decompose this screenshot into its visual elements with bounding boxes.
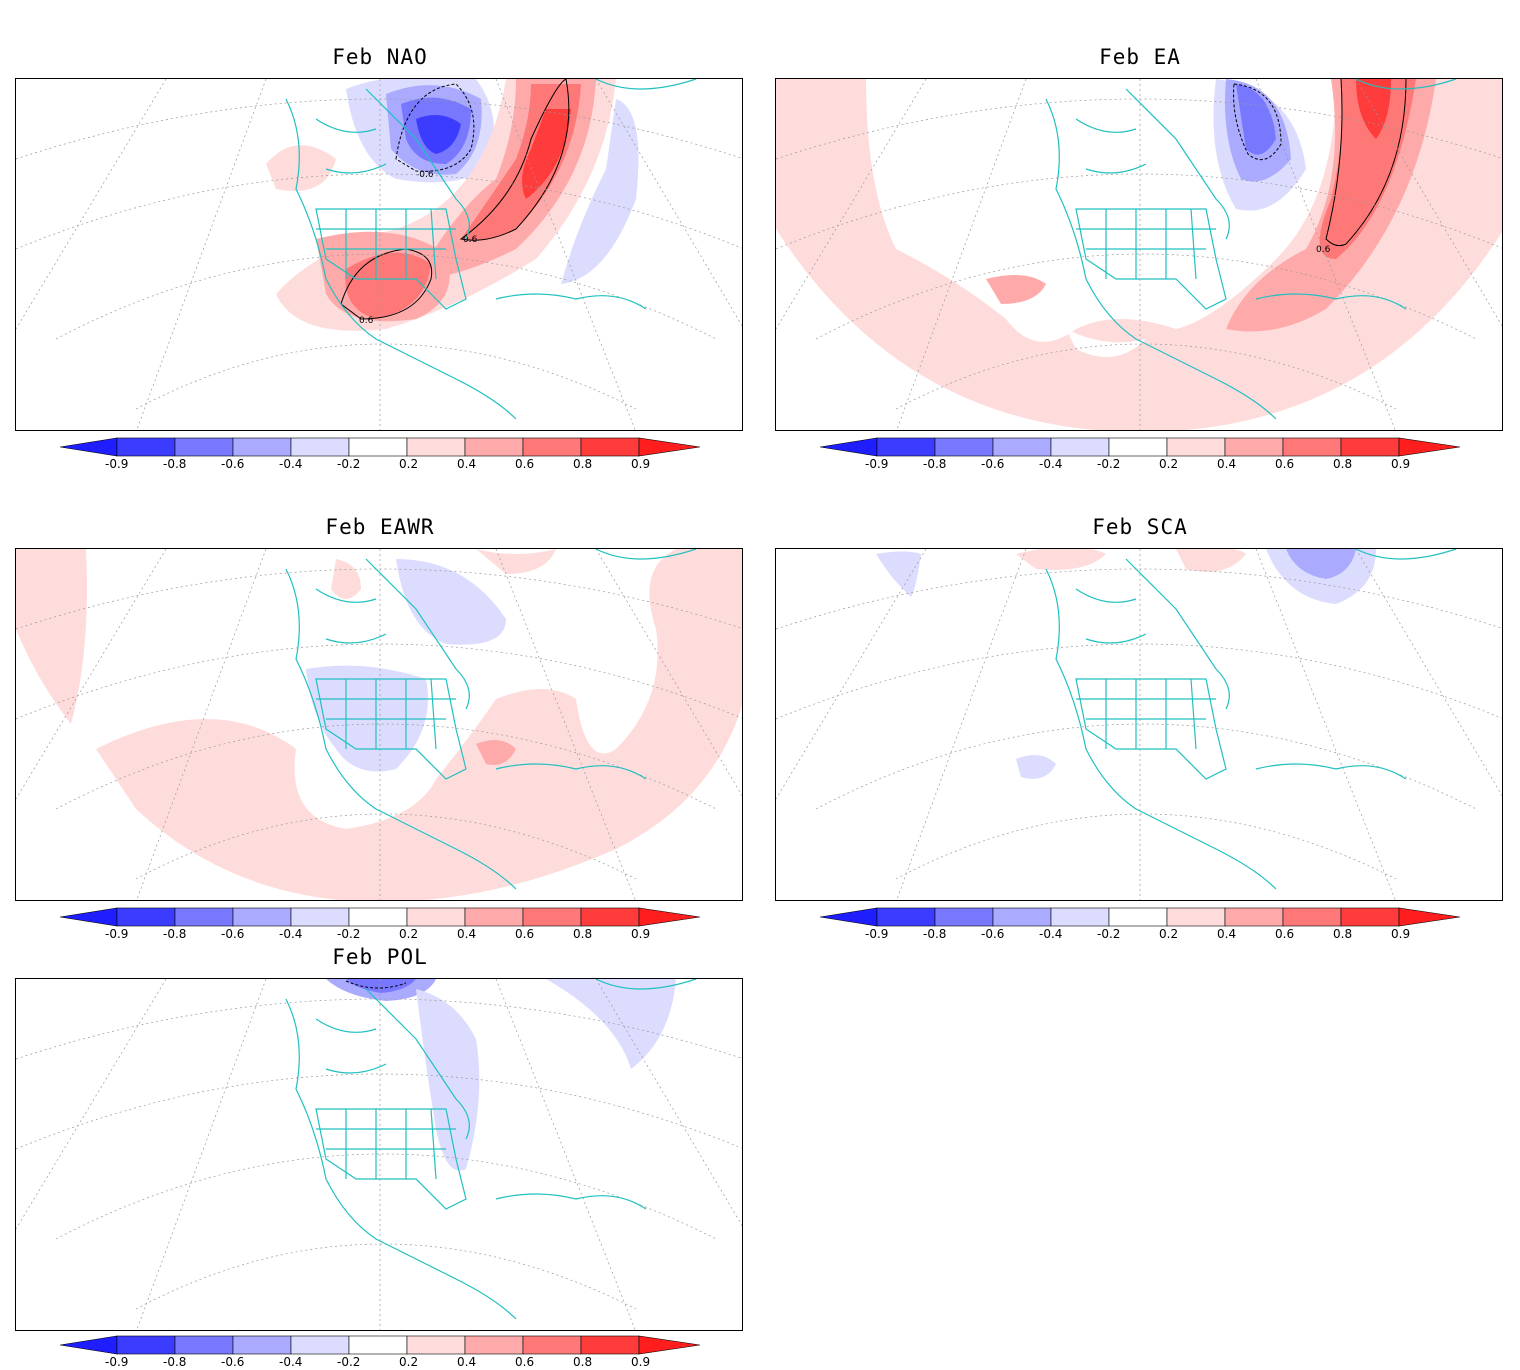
map-sca xyxy=(775,548,1503,901)
anomaly-shading xyxy=(16,549,742,900)
colorbar-label: -0.6 xyxy=(221,1355,244,1369)
map-eawr xyxy=(15,548,743,901)
colorbar-label: 0.6 xyxy=(515,1355,534,1369)
coastlines xyxy=(285,549,697,890)
colorbar-label: 0.9 xyxy=(631,1355,650,1369)
anomaly-shading xyxy=(776,79,1502,430)
contours xyxy=(345,980,407,989)
colorbar-label: 0.9 xyxy=(1391,927,1410,941)
colorbar-label: -0.2 xyxy=(337,457,360,471)
colorbar-label: -0.9 xyxy=(105,1355,128,1369)
colorbar: -0.9 -0.8 -0.6 -0.4 -0.2 0.2 0.4 0.6 0.8… xyxy=(59,437,701,471)
colorbar-label: -0.2 xyxy=(1097,457,1120,471)
contours xyxy=(340,79,570,320)
colorbar-label: -0.9 xyxy=(105,927,128,941)
colorbar-label: -0.8 xyxy=(923,927,946,941)
anomaly-shading xyxy=(326,979,676,1171)
colorbar-label: -0.4 xyxy=(1039,927,1062,941)
colorbar-label: 0.2 xyxy=(399,1355,418,1369)
map-pol xyxy=(15,978,743,1331)
colorbar-label: 0.8 xyxy=(573,927,592,941)
colorbar-label: 0.4 xyxy=(1217,457,1236,471)
colorbar-label: 0.8 xyxy=(573,457,592,471)
contour-label: 0.6 xyxy=(463,235,478,245)
map-nao: -0.6 0.6 0.6 xyxy=(15,78,743,431)
contours xyxy=(1233,79,1407,247)
coastlines xyxy=(285,979,697,1320)
colorbar-label: -0.6 xyxy=(221,927,244,941)
contour-label: 0.6 xyxy=(1316,245,1331,255)
colorbar-label: -0.6 xyxy=(981,457,1004,471)
colorbar-label: 0.8 xyxy=(1333,457,1352,471)
colorbar: -0.9 -0.8 -0.6 -0.4 -0.2 0.2 0.4 0.6 0.8… xyxy=(819,437,1461,471)
colorbar-label: 0.9 xyxy=(631,927,650,941)
anomaly-shading xyxy=(266,79,639,331)
coastlines xyxy=(1045,549,1457,890)
colorbar-label: 0.2 xyxy=(1159,457,1178,471)
colorbar-label: 0.4 xyxy=(457,457,476,471)
anomaly-shading xyxy=(876,549,1376,779)
colorbar: -0.9 -0.8 -0.6 -0.4 -0.2 0.2 0.4 0.6 0.8… xyxy=(59,907,701,941)
coastlines xyxy=(1045,79,1457,420)
colorbar: -0.9 -0.8 -0.6 -0.4 -0.2 0.2 0.4 0.6 0.8… xyxy=(59,1335,701,1369)
colorbar-label: 0.8 xyxy=(573,1355,592,1369)
lat-lon-grid xyxy=(776,549,1502,900)
colorbar-label: 0.4 xyxy=(1217,927,1236,941)
panel-title: Feb POL xyxy=(332,945,428,969)
colorbar-label: 0.2 xyxy=(399,927,418,941)
colorbar-label: -0.9 xyxy=(105,457,128,471)
colorbar-label: 0.9 xyxy=(1391,457,1410,471)
colorbar-label: -0.6 xyxy=(981,927,1004,941)
map-ea: 0.6 xyxy=(775,78,1503,431)
contour-label: 0.6 xyxy=(359,316,374,326)
colorbar-label: 0.6 xyxy=(515,457,534,471)
colorbar-label: 0.2 xyxy=(1159,927,1178,941)
colorbar-label: -0.4 xyxy=(279,457,302,471)
colorbar-label: -0.4 xyxy=(1039,457,1062,471)
colorbar-label: -0.2 xyxy=(1097,927,1120,941)
colorbar-label: -0.8 xyxy=(163,1355,186,1369)
panel-title: Feb EA xyxy=(1099,45,1181,69)
colorbar-label: 0.8 xyxy=(1333,927,1352,941)
colorbar-label: -0.8 xyxy=(923,457,946,471)
colorbar-label: 0.9 xyxy=(631,457,650,471)
colorbar-label: 0.6 xyxy=(1275,927,1294,941)
colorbar-label: 0.4 xyxy=(457,1355,476,1369)
colorbar-label: -0.9 xyxy=(865,927,888,941)
panel-title: Feb NAO xyxy=(332,45,428,69)
coastlines xyxy=(285,79,697,420)
colorbar-label: 0.4 xyxy=(457,927,476,941)
lat-lon-grid xyxy=(16,549,742,900)
colorbar: -0.9 -0.8 -0.6 -0.4 -0.2 0.2 0.4 0.6 0.8… xyxy=(819,907,1461,941)
colorbar-label: -0.2 xyxy=(337,927,360,941)
colorbar-label: 0.6 xyxy=(515,927,534,941)
lat-lon-grid xyxy=(16,979,742,1330)
colorbar-label: -0.2 xyxy=(337,1355,360,1369)
lat-lon-grid xyxy=(16,79,742,430)
colorbar-label: 0.2 xyxy=(399,457,418,471)
colorbar-label: -0.6 xyxy=(221,457,244,471)
panel-title: Feb EAWR xyxy=(325,515,435,539)
colorbar-label: -0.8 xyxy=(163,457,186,471)
colorbar-label: -0.8 xyxy=(163,927,186,941)
colorbar-label: -0.4 xyxy=(279,927,302,941)
colorbar-label: -0.9 xyxy=(865,457,888,471)
contour-label: -0.6 xyxy=(416,170,434,180)
colorbar-label: -0.4 xyxy=(279,1355,302,1369)
panel-title: Feb SCA xyxy=(1092,515,1188,539)
colorbar-label: 0.6 xyxy=(1275,457,1294,471)
lat-lon-grid xyxy=(776,79,1502,430)
